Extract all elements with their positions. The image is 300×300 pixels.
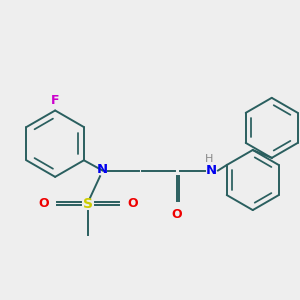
- Text: F: F: [51, 94, 59, 107]
- Text: O: O: [172, 208, 182, 221]
- Text: S: S: [83, 197, 93, 211]
- Text: N: N: [206, 164, 217, 177]
- Text: N: N: [97, 164, 108, 176]
- Text: H: H: [205, 154, 213, 164]
- Text: O: O: [128, 197, 139, 210]
- Text: O: O: [38, 197, 49, 210]
